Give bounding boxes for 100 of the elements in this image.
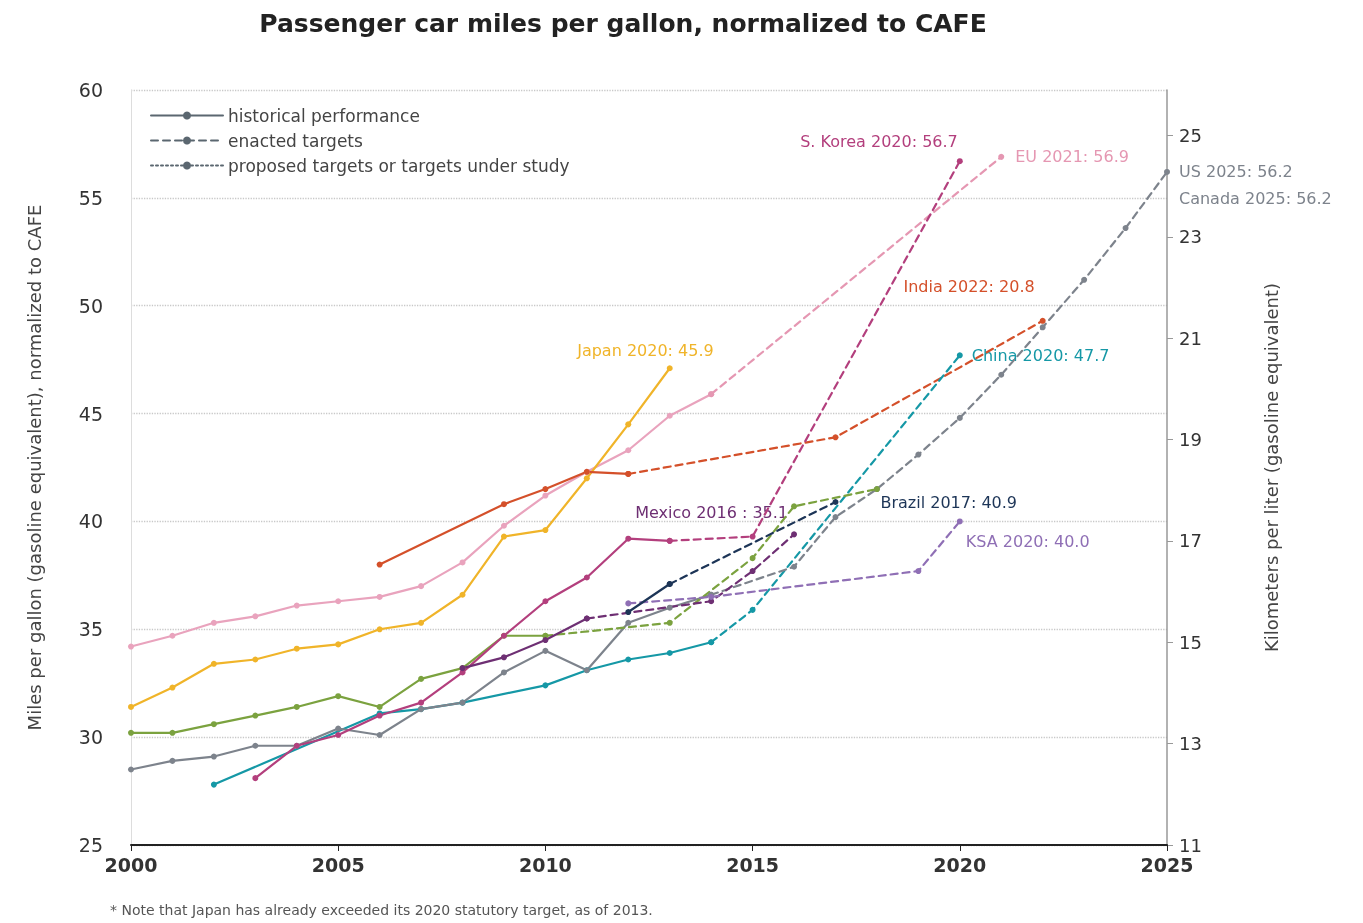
point (749, 568, 756, 575)
point (293, 645, 300, 652)
point (542, 527, 549, 534)
point (376, 593, 383, 600)
annotation: Brazil 2017: 40.9 (880, 492, 1018, 512)
point (749, 555, 756, 562)
y-tick-label: 60 (78, 79, 103, 101)
legend-label: proposed targets or targets under study (228, 155, 570, 176)
point (542, 637, 549, 644)
point (376, 731, 383, 738)
point (500, 533, 507, 540)
point (335, 641, 342, 648)
point (418, 619, 425, 626)
y-axis-title: Miles per gallon (gasoline equivalent), normalized to CAFE (23, 204, 45, 731)
point (376, 703, 383, 710)
point (210, 660, 217, 667)
point (459, 559, 466, 566)
point (500, 501, 507, 508)
x-tick-label: 2025 (1140, 853, 1194, 876)
point (128, 703, 134, 710)
point (542, 486, 549, 493)
x-tick-label: 2005 (311, 853, 365, 876)
point (625, 447, 632, 454)
point (1039, 324, 1046, 331)
y2-tick-label: 23 (1179, 226, 1202, 248)
point (252, 613, 259, 620)
point (998, 153, 1005, 160)
annotation: Japan 2020: 45.9 (576, 340, 714, 360)
text: * Note that Japan has already exceeded its 2020 statutory target, as of 2013. (110, 902, 653, 918)
point (666, 650, 673, 657)
y2-tick-label: 11 (1179, 834, 1202, 856)
point (1164, 168, 1170, 175)
annotation: S. Korea 2020: 56.7 (800, 131, 958, 151)
point (459, 591, 466, 598)
point (210, 721, 217, 728)
point (542, 598, 549, 605)
point (418, 699, 425, 706)
annotation: Canada 2025: 56.2 (1179, 189, 1332, 209)
annotation: EU 2021: 56.9 (1015, 147, 1129, 167)
point (625, 600, 632, 607)
point (625, 619, 632, 626)
point (1039, 317, 1046, 324)
point (210, 781, 217, 788)
point (915, 451, 922, 458)
y2-tick-label: 17 (1179, 530, 1202, 552)
y2-tick-label: 13 (1179, 733, 1202, 755)
y-tick-label: 55 (78, 186, 103, 209)
x-tick-label: 2010 (518, 853, 572, 876)
point (293, 703, 300, 710)
point (542, 682, 549, 689)
point (666, 619, 673, 626)
point (625, 609, 632, 616)
x-tick-label: 2015 (726, 853, 780, 876)
x-tick-label: 2020 (933, 853, 987, 876)
point (625, 421, 632, 428)
point (418, 675, 425, 682)
y-tick-label: 30 (78, 726, 103, 749)
point (915, 568, 922, 575)
annotation: China 2020: 47.7 (971, 345, 1110, 365)
point (210, 619, 217, 626)
y2-axis-title: Kilometers per liter (gasoline equivalent) (1260, 282, 1282, 653)
legend-label: historical performance (228, 105, 420, 126)
y2-tick-label: 25 (1179, 125, 1202, 147)
point (128, 643, 134, 650)
point (832, 499, 839, 506)
point (500, 669, 507, 676)
point (335, 693, 342, 700)
y2-tick-label: 15 (1179, 631, 1202, 653)
point (666, 412, 673, 419)
point (1122, 225, 1129, 232)
point (376, 561, 383, 568)
point (542, 647, 549, 654)
point (832, 514, 839, 521)
point (832, 434, 839, 441)
point (749, 606, 756, 613)
point (956, 352, 963, 359)
point (376, 626, 383, 633)
point (335, 598, 342, 605)
point (169, 757, 176, 764)
point (666, 365, 673, 372)
y-tick-label: 45 (78, 402, 103, 425)
point (583, 475, 590, 482)
point (956, 414, 963, 421)
legend-label: enacted targets (228, 130, 364, 151)
point (335, 725, 342, 732)
point (128, 729, 134, 736)
point (210, 753, 217, 760)
point (169, 632, 176, 639)
y-tick-label: 50 (78, 294, 103, 317)
y2-tick-label: 21 (1179, 327, 1202, 349)
y2-tick-label: 19 (1179, 429, 1202, 451)
annotation: US 2025: 56.2 (1179, 162, 1293, 182)
point (128, 766, 134, 773)
point (749, 533, 756, 540)
chart-title: Passenger car miles per gallon, normalized to CAFE (259, 9, 987, 38)
annotation: KSA 2020: 40.0 (965, 531, 1090, 551)
y-tick-label: 25 (78, 834, 103, 856)
point (1081, 276, 1088, 283)
x-tick-label: 2000 (104, 853, 158, 876)
point (998, 371, 1005, 378)
